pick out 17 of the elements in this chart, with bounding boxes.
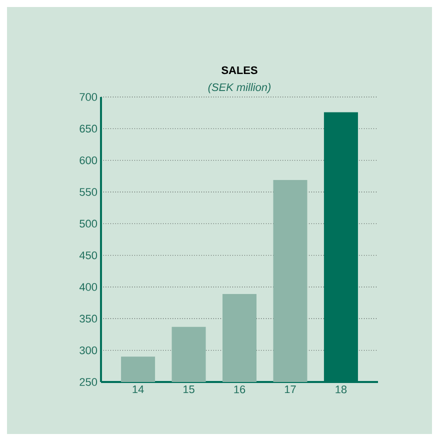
x-tick-label: 18 xyxy=(336,386,347,394)
y-tick-label: 600 xyxy=(80,156,98,164)
chart-title: SALES xyxy=(222,66,258,74)
y-tick-label: 650 xyxy=(80,124,98,133)
y-tick-label: 250 xyxy=(80,378,98,386)
y-tick-label: 300 xyxy=(80,346,98,354)
y-tick-label: 550 xyxy=(80,188,98,196)
y-tick-label: 500 xyxy=(80,220,98,228)
chart-subtitle: (SEK million) xyxy=(208,83,270,94)
x-tick-label: 15 xyxy=(184,386,194,394)
y-tick-label: 450 xyxy=(79,251,98,260)
y-tick-label: 400 xyxy=(79,283,98,291)
x-tick-label: 14 xyxy=(132,386,144,394)
y-tick-label: 350 xyxy=(80,314,98,323)
x-tick-label: 17 xyxy=(284,386,296,394)
x-tick-label: 16 xyxy=(234,386,246,394)
y-tick-label: 700 xyxy=(80,93,98,101)
